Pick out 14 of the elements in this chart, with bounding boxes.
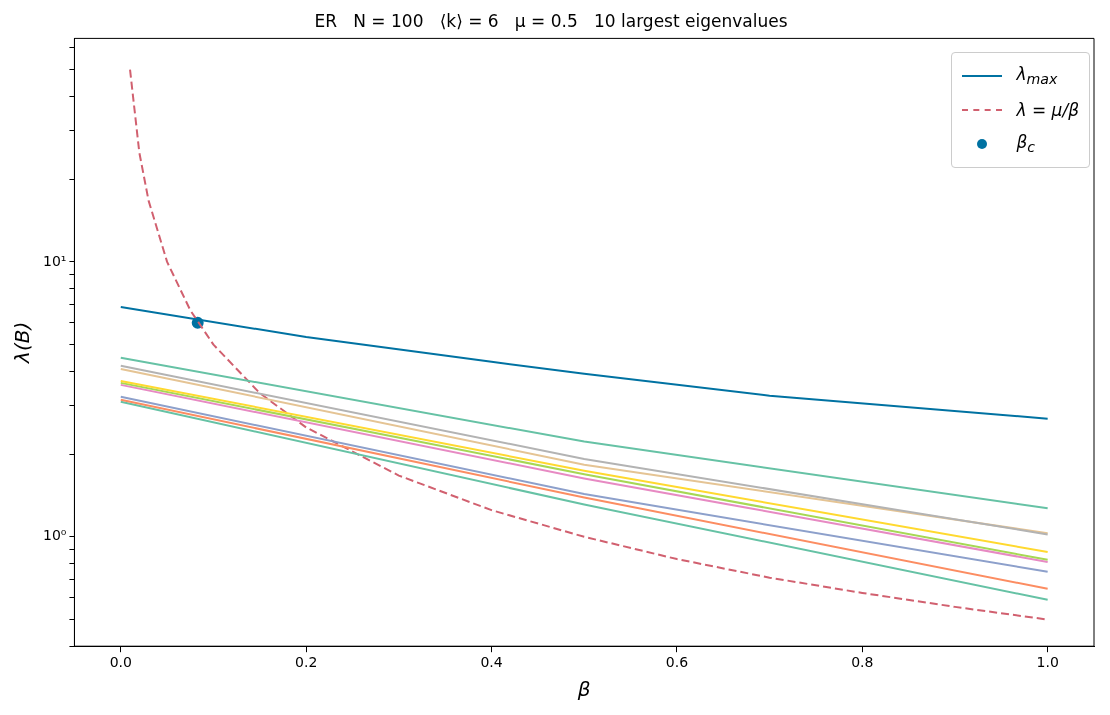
y-tick-label: 10⁰ bbox=[42, 527, 67, 544]
x-tick-label: 0.4 bbox=[480, 654, 503, 671]
legend-label: λ = μ/β bbox=[1016, 100, 1079, 120]
legend-label: λ$_{max}$ bbox=[1016, 64, 1058, 88]
y-axis-title: λ(B) bbox=[10, 321, 35, 364]
chart-title: ER N = 100 ⟨k⟩ = 6 μ = 0.5 10 largest eigenvalues bbox=[314, 10, 788, 31]
x-tick-label: 1.0 bbox=[1036, 654, 1059, 671]
x-tick-label: 0.8 bbox=[851, 654, 874, 671]
legend-label: β$_{c}$ bbox=[1016, 132, 1036, 156]
y-tick-label: 10¹ bbox=[42, 252, 67, 269]
x-tick-label: 0.2 bbox=[295, 654, 318, 671]
x-axis-title: β bbox=[576, 677, 591, 702]
x-tick-label: 0.0 bbox=[109, 654, 132, 671]
x-tick-label: 0.6 bbox=[665, 654, 689, 671]
